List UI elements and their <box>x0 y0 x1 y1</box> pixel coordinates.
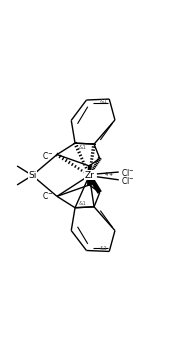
Text: Zr: Zr <box>84 171 94 180</box>
Text: Cl$^{-}$: Cl$^{-}$ <box>121 175 134 186</box>
Text: C$^{-}$: C$^{-}$ <box>42 190 53 201</box>
Text: &1: &1 <box>100 246 108 252</box>
Text: C$^{-}$: C$^{-}$ <box>42 150 53 161</box>
Text: $^{4+}$: $^{4+}$ <box>104 171 113 178</box>
Text: Si: Si <box>28 171 36 180</box>
Text: Cl$^{-}$: Cl$^{-}$ <box>121 167 134 178</box>
Text: &1: &1 <box>79 144 87 150</box>
Text: &1: &1 <box>100 99 108 104</box>
Text: &1: &1 <box>79 201 87 206</box>
